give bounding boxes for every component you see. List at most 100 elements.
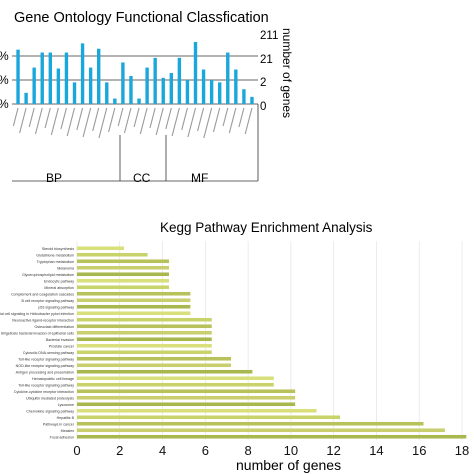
kegg-bar [77, 291, 191, 296]
kegg-bar [77, 272, 169, 277]
kegg-category-label: Lysosome [58, 403, 74, 407]
go-bar [129, 76, 133, 104]
kegg-category-label: Osteoclast differentiation [35, 325, 75, 329]
kegg-category-label: Prostate cancer [49, 344, 75, 348]
go-right-tick: 21 [260, 54, 273, 66]
go-category-label-mark [133, 107, 140, 128]
go-category-label-mark [82, 107, 92, 138]
go-category-label-mark [238, 107, 245, 128]
go-bar [177, 57, 182, 104]
kegg-category-labels: Steroid biosynthesis Glutathione metaboli… [0, 247, 75, 440]
kegg-category-label: Glycerophospholipid metabolism [22, 273, 74, 277]
kegg-category-label: Hepatitis B [57, 416, 75, 420]
go-bar [218, 82, 222, 104]
go-bar [153, 57, 157, 104]
go-category-label-mark [187, 107, 197, 138]
go-bar [226, 52, 230, 104]
go-category-ticks [12, 107, 253, 139]
kegg-x-axis-label: number of genes [236, 457, 341, 473]
go-category-label-mark [44, 107, 51, 129]
kegg-category-label: Chemokine signaling pathway [26, 409, 74, 413]
go-bar [97, 48, 101, 104]
kegg-bar [77, 428, 445, 433]
go-right-tick: 211 [260, 30, 278, 42]
kegg-bars [77, 246, 467, 439]
kegg-bar [77, 330, 212, 335]
go-bar [113, 98, 117, 104]
go-category-label-mark [244, 107, 253, 135]
go-bar [121, 62, 125, 104]
go-category-label-mark [34, 107, 43, 135]
kegg-x-tick: 18 [455, 443, 469, 458]
kegg-category-label: Steroid biosynthesis [42, 247, 74, 251]
kegg-x-tick: 10 [284, 443, 298, 458]
go-left-tick: % [0, 73, 9, 87]
go-category-label-mark [50, 107, 59, 136]
go-category-label-mark [66, 107, 76, 137]
kegg-bar [77, 259, 169, 264]
kegg-x-ticks: 0 2 4 6 8 10 12 14 16 18 [73, 443, 469, 458]
go-right-axis-label: number of genes [280, 28, 294, 118]
kegg-category-label: Focal adhesion [50, 435, 74, 439]
go-group-label-cc: CC [133, 171, 151, 185]
kegg-x-tick: 2 [116, 443, 123, 458]
go-category-label-mark [212, 107, 221, 133]
kegg-x-tick: 6 [202, 443, 209, 458]
kegg-bar [77, 421, 424, 426]
kegg-x-tick: 14 [369, 443, 383, 458]
kegg-gridlines [76, 241, 463, 440]
kegg-bar [77, 376, 274, 381]
kegg-category-label: Complement and coagulation cascades [11, 292, 74, 296]
go-bar [137, 98, 141, 104]
kegg-bar [77, 415, 341, 420]
go-chart-title: Gene Ontology Functional Classfication [14, 10, 269, 26]
kegg-bar [77, 298, 191, 303]
go-bar [40, 52, 44, 104]
kegg-bar [77, 304, 191, 309]
go-bar [209, 79, 214, 104]
kegg-bar [77, 285, 169, 290]
kegg-category-label: p53 signaling pathway [38, 305, 74, 309]
kegg-category-label: Cytokine-cytokine receptor interaction [14, 390, 74, 394]
kegg-chart-title: Kegg Pathway Enrichment Analysis [160, 220, 373, 235]
kegg-category-label: Measles [61, 429, 75, 433]
kegg-bar [77, 434, 467, 439]
kegg-category-label: Cytosolic DNA-sensing pathway [23, 351, 74, 355]
go-bar [16, 49, 20, 104]
kegg-category-label: Shigellosis bacterial invasion of epithe… [1, 331, 75, 335]
kegg-bar [77, 369, 253, 374]
go-category-label-mark [98, 107, 108, 139]
go-bar [48, 52, 52, 104]
go-category-label-mark [171, 107, 180, 137]
kegg-category-label: Toll-like receptor signaling pathway [18, 383, 74, 387]
kegg-bar [77, 382, 274, 387]
kegg-x-tick: 16 [412, 443, 426, 458]
go-bar [185, 79, 190, 104]
go-category-label-mark [19, 107, 27, 134]
go-bar [201, 69, 206, 104]
go-bar [250, 96, 254, 104]
kegg-x-tick: 0 [73, 443, 80, 458]
go-category-label-mark [181, 107, 188, 131]
kegg-bar [77, 389, 296, 394]
kegg-bar [77, 278, 169, 283]
kegg-category-label: Toll-like receptor signaling pathway [18, 357, 74, 361]
kegg-category-label: Mineral absorption [44, 286, 74, 290]
go-bar [105, 82, 109, 104]
kegg-category-label: Endocytic pathway [44, 279, 74, 283]
go-category-label-mark [203, 107, 213, 139]
go-category-label-mark [149, 107, 156, 129]
go-category-label-mark [28, 107, 35, 128]
go-category-label-mark [155, 107, 164, 136]
kegg-bar [77, 363, 231, 368]
kegg-bar [77, 343, 212, 348]
go-bar [32, 67, 36, 104]
go-bar [88, 67, 93, 104]
go-bar [169, 73, 173, 104]
go-left-tick: % [0, 49, 9, 63]
go-right-tick: 0 [260, 101, 266, 113]
go-category-label-mark [139, 107, 148, 135]
kegg-category-label: Antigen processing and presentation [16, 370, 74, 374]
kegg-category-label: Hematopoietic cell lineage [32, 377, 74, 381]
go-category-label-mark [60, 107, 67, 130]
